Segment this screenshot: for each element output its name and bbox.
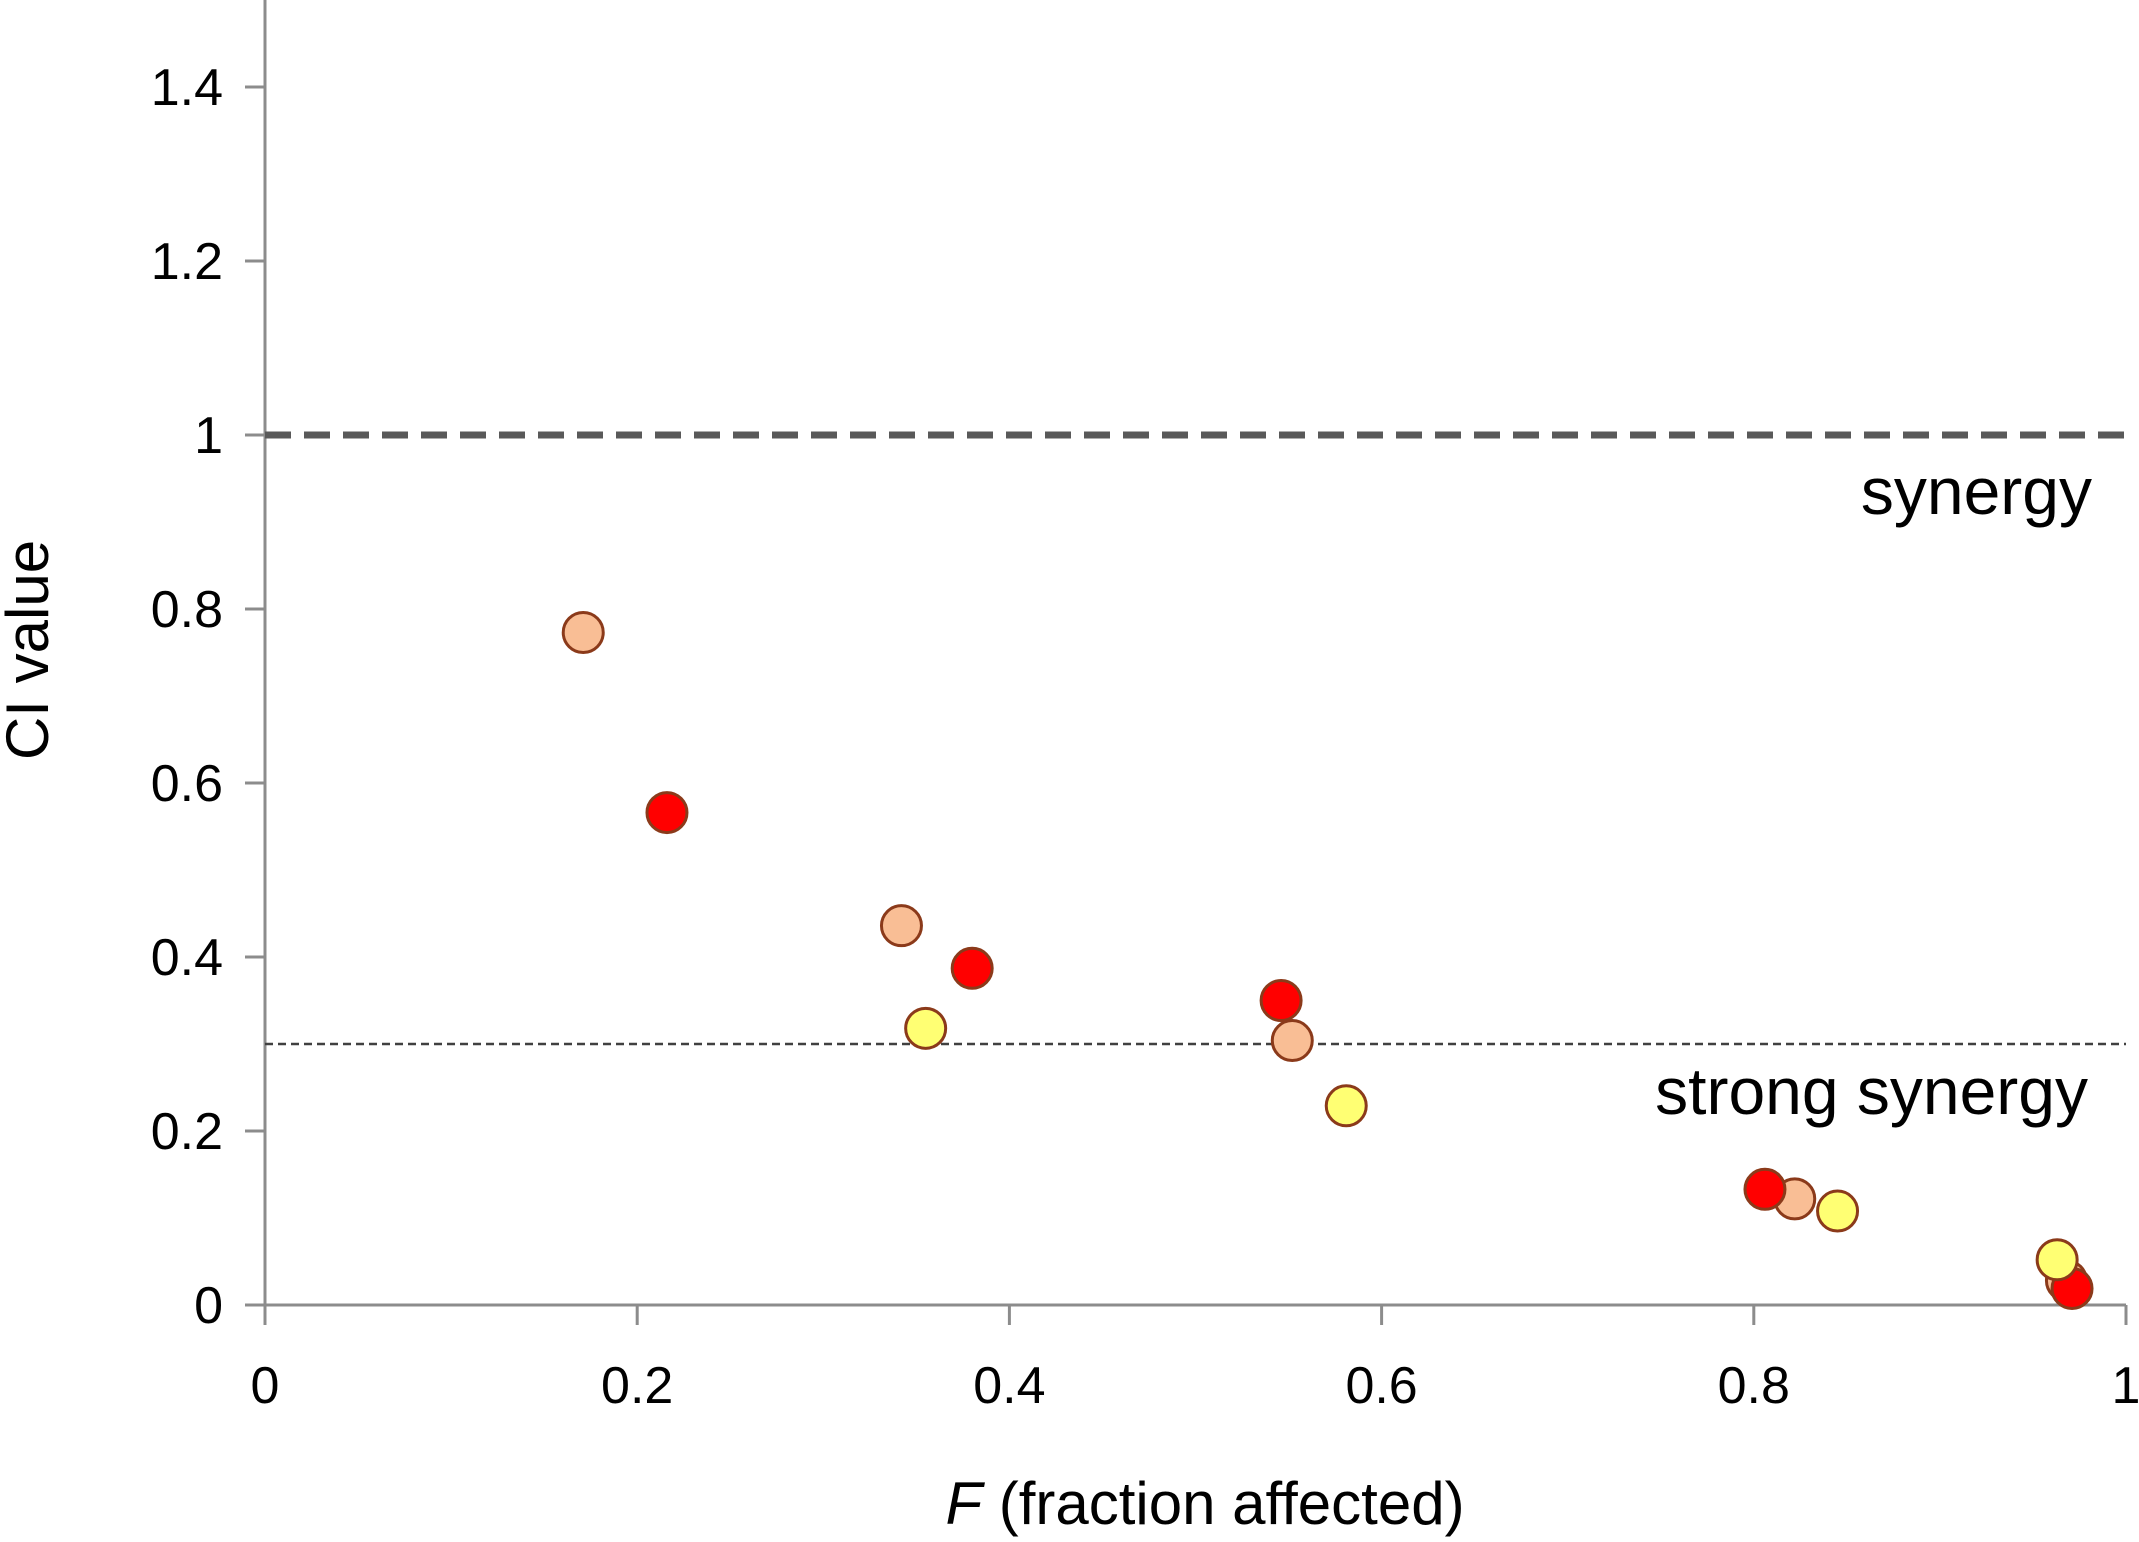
series-peach-point (879, 904, 923, 948)
series-red-point (1743, 1167, 1787, 1211)
series-peach-point (1270, 1019, 1314, 1063)
axes (263, 0, 2126, 1307)
y-tick-label: 0.8 (151, 581, 223, 639)
y-axis-title: CI value (0, 540, 61, 760)
reference-lines (265, 431, 2126, 1046)
y-tick-label: 1.4 (151, 59, 223, 117)
y-tick-label: 0 (194, 1277, 223, 1335)
x-tick-label: 0 (251, 1357, 280, 1415)
series-red (645, 791, 2094, 1310)
series-red-point (950, 946, 994, 990)
x-axis-title-text: (fraction affected) (982, 1470, 1464, 1537)
synergy-label: synergy (1861, 454, 2092, 528)
series-yellow-point (1816, 1189, 1860, 1233)
series-yellow-point (1324, 1084, 1368, 1128)
x-tick-label: 0.4 (973, 1357, 1045, 1415)
x-axis-title-variable: F (945, 1470, 985, 1537)
x-tick-label: 0.8 (1718, 1357, 1790, 1415)
ticks: 0 0.2 0.4 0.6 0.8 1 1.2 1.4 0 0.2 0.4 0.6 0.8 1 (151, 59, 2139, 1415)
x-tick-label: 0.2 (601, 1357, 673, 1415)
series-yellow-point (2035, 1238, 2079, 1282)
x-axis-title: F (fraction affected) (945, 1470, 1464, 1537)
x-tick-label: 1 (2112, 1357, 2139, 1415)
series-yellow-point (904, 1006, 948, 1050)
y-tick-label: 0.4 (151, 929, 223, 987)
series-peach (561, 610, 2088, 1303)
x-tick-label: 0.6 (1345, 1357, 1417, 1415)
series-peach-point (561, 610, 605, 654)
y-tick-label: 0.6 (151, 755, 223, 813)
series-yellow (904, 1006, 2079, 1282)
y-tick-label: 0.2 (151, 1103, 223, 1161)
series-red-point (645, 791, 689, 835)
series-red-point (1259, 979, 1303, 1022)
y-tick-label: 1.2 (151, 233, 223, 291)
strong-synergy-label: strong synergy (1655, 1054, 2088, 1128)
y-tick-label: 1 (194, 407, 223, 465)
annotations: synergy strong synergy (1655, 454, 2092, 1128)
data-points (561, 610, 2094, 1310)
